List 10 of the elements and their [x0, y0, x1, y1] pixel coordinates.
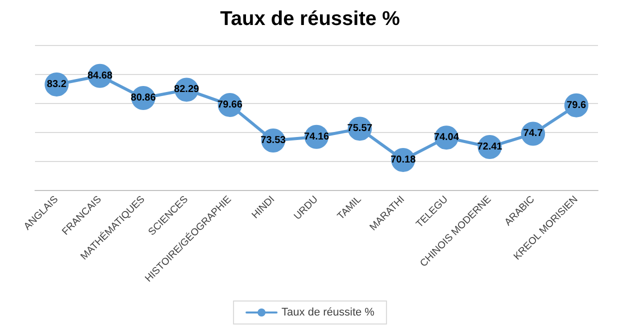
data-label: 74.7 [523, 128, 544, 140]
data-label: 80.86 [130, 92, 156, 104]
data-label: 79.6 [566, 100, 587, 111]
data-label: 73.53 [260, 135, 286, 146]
data-label: 72.41 [477, 142, 503, 153]
data-label: 83.2 [46, 78, 67, 90]
legend-label: Taux de réussite % [282, 306, 375, 318]
data-label: 75.57 [347, 123, 373, 134]
data-label: 74.16 [304, 131, 330, 142]
chart-title: Taux de réussite % [220, 8, 400, 30]
